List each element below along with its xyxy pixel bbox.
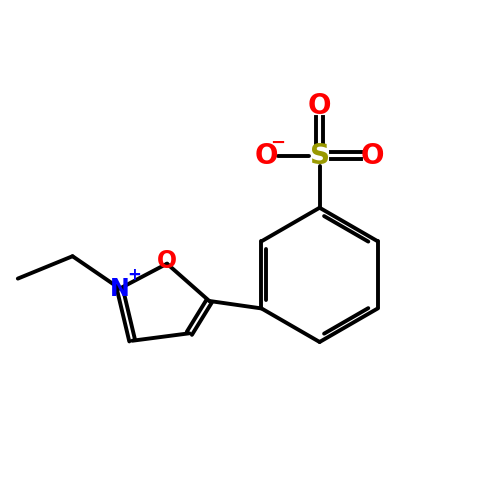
Text: S: S [310, 142, 330, 170]
Text: O: O [361, 142, 384, 170]
Text: N: N [110, 276, 130, 300]
Text: O: O [254, 142, 278, 170]
Text: O: O [308, 92, 332, 120]
Text: −: − [270, 134, 285, 152]
Text: +: + [128, 266, 141, 283]
Text: O: O [157, 249, 177, 273]
